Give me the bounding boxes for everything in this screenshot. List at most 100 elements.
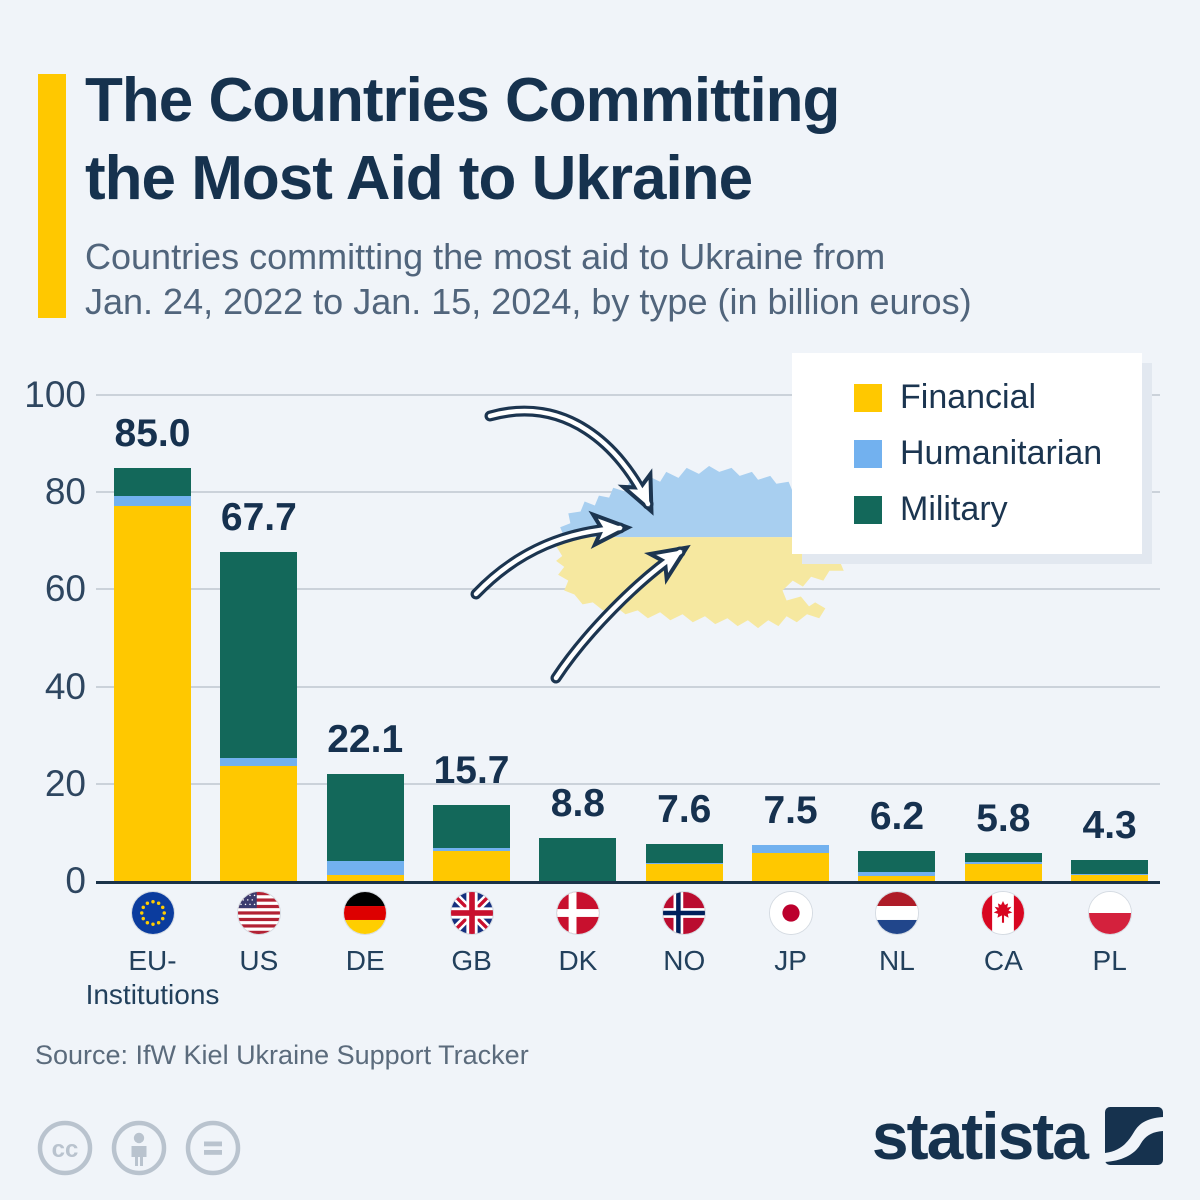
financial-segment <box>964 863 1042 881</box>
category-label: EU- Institutions <box>85 945 220 1010</box>
bar-CA <box>964 852 1042 881</box>
us-flag-icon <box>237 892 280 934</box>
legend-item-military: Military <box>854 490 1142 529</box>
chart-subtitle: Countries committing the most aid to Ukr… <box>85 234 972 324</box>
de-flag-icon <box>343 891 388 935</box>
jp-flag-icon <box>768 891 813 935</box>
nl-flag-icon <box>874 891 919 935</box>
nl-flag-icon <box>875 892 918 934</box>
humanitarian-segment <box>433 848 511 852</box>
humanitarian-segment <box>1071 873 1149 876</box>
military-segment <box>1071 860 1149 874</box>
gridline <box>96 782 1160 785</box>
financial-segment <box>752 853 830 881</box>
x-axis-line <box>96 881 1160 884</box>
bar-DE <box>326 773 404 881</box>
us-flag-icon <box>236 891 281 935</box>
eu-flag-icon <box>131 892 174 934</box>
page-title: The Countries Committing the Most Aid to… <box>85 62 840 218</box>
bar-value-label: 22.1 <box>327 717 404 761</box>
title-line-2: the Most Aid to Ukraine <box>85 144 753 213</box>
pl-flag-icon <box>1088 892 1131 934</box>
category-label: NL <box>879 945 915 976</box>
bar-US <box>220 552 298 881</box>
jp-flag-icon <box>769 892 812 934</box>
bar-value-label: 7.5 <box>763 788 818 832</box>
bar-DK <box>539 838 617 881</box>
title-accent-bar <box>38 74 66 318</box>
source-text: Source: IfW Kiel Ukraine Support Tracker <box>35 1040 529 1070</box>
military-segment <box>114 467 191 496</box>
license-icons: cc <box>36 1119 242 1177</box>
statista-mark-icon <box>1105 1107 1163 1165</box>
bar-JP <box>752 844 830 881</box>
subtitle-line-1: Countries committing the most aid to Ukr… <box>85 236 886 277</box>
y-tick-label: 80 <box>44 471 86 513</box>
category-label: NO <box>663 945 706 976</box>
humanitarian-segment <box>326 860 404 875</box>
y-tick-label: 0 <box>65 860 86 901</box>
category-label: JP <box>774 945 807 976</box>
gb-flag-icon <box>450 892 493 934</box>
financial-segment <box>858 875 936 881</box>
category-label: PL <box>1092 945 1127 976</box>
financial-segment <box>1071 875 1149 881</box>
eu-flag-icon <box>130 891 175 935</box>
legend-item-financial: Financial <box>854 378 1142 417</box>
bar-value-label: 67.7 <box>220 495 297 539</box>
humanitarian-segment <box>645 862 723 865</box>
no-flag-icon <box>662 891 707 935</box>
financial-segment <box>645 864 723 881</box>
bar-value-label: 4.3 <box>1082 804 1137 848</box>
military-segment <box>858 850 936 873</box>
chart-legend: Financial Humanitarian Military <box>792 353 1142 554</box>
legend-item-humanitarian: Humanitarian <box>854 434 1142 473</box>
bar-value-label: 8.8 <box>550 782 605 826</box>
statista-wordmark: statista <box>871 1099 1089 1173</box>
humanitarian-segment <box>114 495 191 507</box>
financial-segment <box>433 851 511 881</box>
cc-icon[interactable]: cc <box>36 1119 94 1177</box>
legend-swatch <box>854 495 882 524</box>
bar-NL <box>858 850 936 881</box>
bar-value-label: 6.2 <box>869 794 925 838</box>
pl-flag-icon <box>1087 891 1132 935</box>
military-segment <box>220 552 298 759</box>
humanitarian-segment <box>220 758 298 767</box>
legend-label: Military <box>900 490 1008 528</box>
legend-swatch <box>854 439 882 468</box>
attribution-icon[interactable] <box>110 1119 168 1177</box>
no-flag-icon <box>663 892 706 934</box>
gridline <box>96 394 1160 396</box>
military-segment <box>645 844 723 863</box>
bar-value-label: 85.0 <box>114 411 191 455</box>
dk-flag-icon <box>556 892 599 934</box>
military-segment <box>326 773 404 861</box>
bar-GB <box>433 804 511 881</box>
bar-value-label: 15.7 <box>433 748 510 792</box>
bar-EU-Institutions <box>114 467 191 881</box>
military-segment <box>433 804 511 849</box>
subtitle-line-2: Jan. 24, 2022 to Jan. 15, 2024, by type … <box>85 281 972 322</box>
military-segment <box>539 838 617 881</box>
humanitarian-segment <box>858 872 936 876</box>
legend-label: Humanitarian <box>900 434 1103 472</box>
financial-segment <box>114 506 191 881</box>
equal-icon[interactable] <box>184 1119 242 1177</box>
financial-segment <box>326 874 404 881</box>
y-tick-label: 60 <box>44 568 86 610</box>
statista-logo[interactable]: statista <box>872 1098 1163 1174</box>
de-flag-icon <box>344 892 387 934</box>
dk-flag-icon <box>555 891 600 935</box>
y-tick-label: 40 <box>44 665 86 707</box>
humanitarian-segment <box>752 844 830 854</box>
category-label: DK <box>558 945 598 976</box>
legend-swatch <box>854 383 882 412</box>
bar-value-label: 7.6 <box>657 788 712 832</box>
svg-text:cc: cc <box>52 1136 79 1163</box>
bar-PL <box>1071 860 1149 881</box>
gb-flag-icon <box>449 891 494 935</box>
financial-segment <box>220 766 298 881</box>
